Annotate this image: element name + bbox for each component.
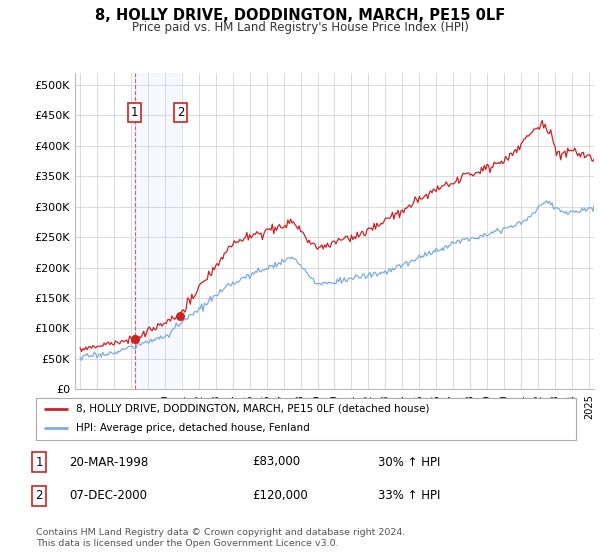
Text: 33% ↑ HPI: 33% ↑ HPI [378, 489, 440, 502]
Text: £83,000: £83,000 [252, 455, 300, 469]
Text: Contains HM Land Registry data © Crown copyright and database right 2024.: Contains HM Land Registry data © Crown c… [36, 528, 406, 536]
Text: £120,000: £120,000 [252, 489, 308, 502]
Text: 2: 2 [35, 489, 43, 502]
Text: 1: 1 [35, 455, 43, 469]
Text: 1: 1 [131, 106, 139, 119]
Text: 2: 2 [177, 106, 184, 119]
Text: 8, HOLLY DRIVE, DODDINGTON, MARCH, PE15 0LF (detached house): 8, HOLLY DRIVE, DODDINGTON, MARCH, PE15 … [77, 404, 430, 414]
Text: 07-DEC-2000: 07-DEC-2000 [69, 489, 147, 502]
Text: This data is licensed under the Open Government Licence v3.0.: This data is licensed under the Open Gov… [36, 539, 338, 548]
Text: 30% ↑ HPI: 30% ↑ HPI [378, 455, 440, 469]
Text: HPI: Average price, detached house, Fenland: HPI: Average price, detached house, Fenl… [77, 423, 310, 433]
Text: Price paid vs. HM Land Registry's House Price Index (HPI): Price paid vs. HM Land Registry's House … [131, 21, 469, 34]
Text: 8, HOLLY DRIVE, DODDINGTON, MARCH, PE15 0LF: 8, HOLLY DRIVE, DODDINGTON, MARCH, PE15 … [95, 8, 505, 24]
Text: 20-MAR-1998: 20-MAR-1998 [69, 455, 148, 469]
FancyBboxPatch shape [36, 398, 576, 440]
Bar [135, 73, 181, 389]
